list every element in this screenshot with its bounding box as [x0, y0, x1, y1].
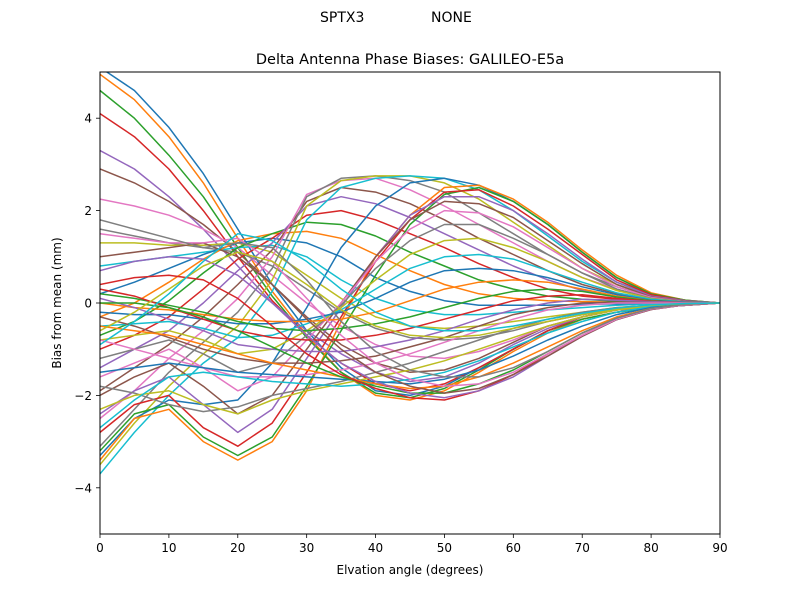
x-tick-label: 10	[161, 541, 176, 555]
y-tick-label: −2	[74, 389, 92, 403]
series-line-32	[100, 279, 720, 323]
suptitle-station: SPTX3	[320, 10, 365, 26]
series-line-33	[100, 288, 720, 332]
series-line-26	[100, 200, 720, 415]
chart-title: Delta Antenna Phase Biases: GALILEO-E5a	[256, 52, 564, 68]
series-line-11	[100, 237, 720, 307]
series-line-48	[100, 219, 720, 378]
series-line-41	[100, 302, 720, 385]
series-line-49	[100, 251, 720, 339]
series-line-10	[100, 244, 720, 316]
y-tick-label: 0	[84, 297, 92, 311]
y-tick-label: 2	[84, 204, 92, 218]
series-line-47	[100, 232, 720, 387]
series-line-42	[100, 302, 720, 390]
series-line-28	[100, 223, 720, 374]
y-tick-label: 4	[84, 112, 92, 126]
y-axis-ticks: −4 −2 0 2 4	[74, 112, 100, 495]
x-tick-label: 50	[437, 541, 452, 555]
x-tick-label: 90	[712, 541, 727, 555]
series-line-30	[100, 253, 720, 339]
y-axis-label: Bias from mean (mm)	[50, 237, 64, 368]
x-axis-label: Elvation angle (degrees)	[337, 563, 484, 577]
x-tick-label: 60	[506, 541, 521, 555]
series-line-35	[100, 297, 720, 353]
series-line-23	[100, 186, 720, 457]
x-tick-label: 40	[368, 541, 383, 555]
x-tick-label: 20	[230, 541, 245, 555]
x-tick-label: 0	[96, 541, 104, 555]
series-line-14	[100, 209, 720, 350]
series-line-50	[100, 232, 720, 346]
y-tick-label: −4	[74, 481, 92, 495]
series-line-29	[100, 237, 720, 355]
series-line-34	[100, 288, 720, 341]
x-tick-label: 70	[575, 541, 590, 555]
series-line-13	[100, 221, 720, 336]
x-tick-label: 30	[299, 541, 314, 555]
series-line-36	[100, 301, 720, 364]
x-axis-ticks: 0 10 20 30 40 50 60 70 80 90	[96, 534, 728, 555]
series-layer	[100, 72, 720, 475]
suptitle-antenna: NONE	[431, 10, 472, 26]
x-tick-label: 80	[643, 541, 658, 555]
